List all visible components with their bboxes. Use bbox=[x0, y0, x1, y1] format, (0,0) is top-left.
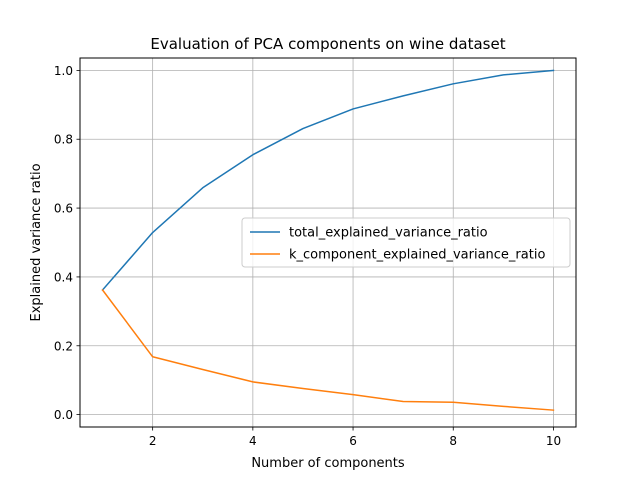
y-tick-label: 0.2 bbox=[54, 339, 73, 353]
legend: total_explained_variance_ratio k_compone… bbox=[241, 217, 571, 268]
x-tick-label: 6 bbox=[349, 434, 357, 448]
y-tick-label: 0.4 bbox=[54, 270, 73, 284]
axis-ticks: 2 4 6 8 10 0.0 0.2 0.4 0.6 0.8 1.0 bbox=[54, 64, 561, 448]
y-tick-label: 0.6 bbox=[54, 202, 73, 216]
series-line-k-component bbox=[101, 288, 555, 411]
y-axis-label: Explained variance ratio bbox=[29, 163, 44, 321]
y-tick-label: 1.0 bbox=[54, 64, 73, 78]
legend-box bbox=[241, 217, 571, 268]
x-tick-label: 8 bbox=[449, 434, 457, 448]
x-tick-label: 2 bbox=[149, 434, 157, 448]
x-tick-label: 10 bbox=[546, 434, 561, 448]
chart-title: Evaluation of PCA components on wine dat… bbox=[150, 35, 505, 53]
legend-label-total: total_explained_variance_ratio bbox=[289, 226, 488, 241]
y-tick-label: 0.8 bbox=[54, 133, 73, 147]
x-axis-label: Number of components bbox=[251, 456, 405, 471]
plot-frame bbox=[79, 57, 577, 428]
plot-lines bbox=[101, 69, 555, 411]
legend-label-k-component: k_component_explained_variance_ratio bbox=[289, 248, 545, 263]
y-tick-label: 0.0 bbox=[54, 408, 73, 422]
x-tick-label: 4 bbox=[249, 434, 257, 448]
series-line-total bbox=[101, 69, 555, 292]
